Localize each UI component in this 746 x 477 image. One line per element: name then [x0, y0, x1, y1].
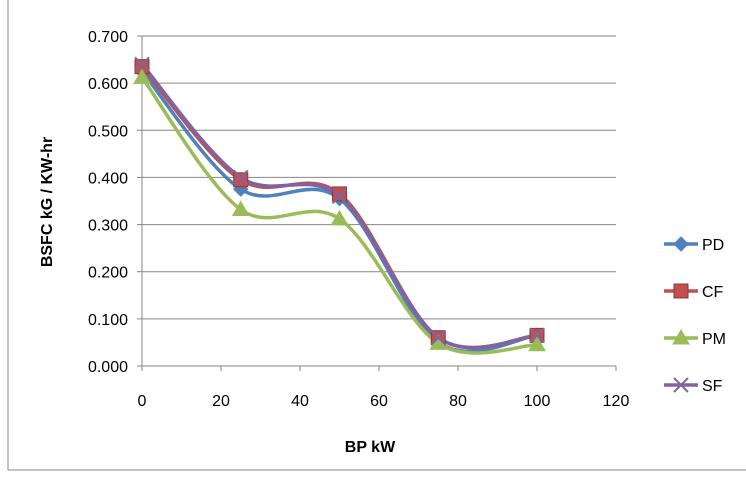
point-pm-25	[231, 200, 250, 216]
point-sf-50-stroke-b	[331, 188, 348, 204]
y-tick-label: 0.600	[88, 76, 128, 93]
point-pm-100	[528, 335, 546, 352]
point-sf-75-stroke-b	[430, 330, 446, 346]
point-sf-25	[233, 169, 249, 186]
y-axis-title: BSFC kG / KW-hr	[39, 137, 56, 267]
legend-marker-pm	[672, 328, 690, 345]
legend-marker-sf-stroke-b	[673, 377, 689, 393]
tick-labels: 0.000 0.100 0.200 0.300 0.400 0.500 0.600 0.700…	[88, 29, 629, 410]
x-tick-label: 120	[603, 393, 630, 410]
y-tick-label: 0.100	[88, 312, 128, 329]
y-tick-label: 0.400	[88, 170, 128, 187]
legend-marker-cf	[673, 283, 689, 299]
x-tick-label: 60	[370, 393, 388, 410]
legend: PD CF PM SF	[664, 236, 726, 395]
legend-label-pm: PM	[702, 331, 726, 348]
y-tick-label: 0.700	[88, 29, 128, 46]
point-cf-50	[332, 186, 347, 202]
x-tick-label: 80	[449, 393, 467, 410]
series-line-cf	[140, 65, 538, 350]
point-sf-0-stroke-b	[134, 56, 150, 72]
y-tick-label: 0.200	[88, 265, 128, 282]
legend-label-pd: PD	[702, 237, 724, 254]
chart-border	[7, 0, 746, 471]
series-layer	[133, 56, 546, 355]
y-tick-label: 0.000	[88, 359, 128, 376]
y-tick-label: 0.300	[88, 218, 128, 235]
point-pm-0	[133, 68, 151, 84]
legend-marker-sf	[673, 377, 689, 393]
y-tick-label: 0.500	[88, 123, 128, 140]
x-tick-label: 20	[212, 393, 230, 410]
gridlines	[137, 35, 617, 371]
point-sf-50	[331, 188, 348, 204]
legend-label-sf: SF	[702, 378, 723, 395]
point-pm-50	[330, 209, 349, 226]
point-sf-25-stroke-b	[233, 169, 249, 186]
point-cf-25	[233, 172, 249, 188]
legend-marker-pd	[673, 236, 689, 252]
x-tick-label: 0	[138, 393, 147, 410]
legend-label-cf: CF	[702, 284, 724, 301]
point-sf-100	[529, 327, 545, 344]
point-sf-100-stroke-b	[529, 327, 545, 344]
x-axis-title: BP kW	[345, 439, 396, 456]
x-tick-label: 40	[291, 393, 309, 410]
axes	[141, 36, 616, 367]
x-tick-label: 100	[524, 393, 551, 410]
point-sf-0	[134, 56, 150, 72]
point-sf-75	[430, 330, 446, 346]
